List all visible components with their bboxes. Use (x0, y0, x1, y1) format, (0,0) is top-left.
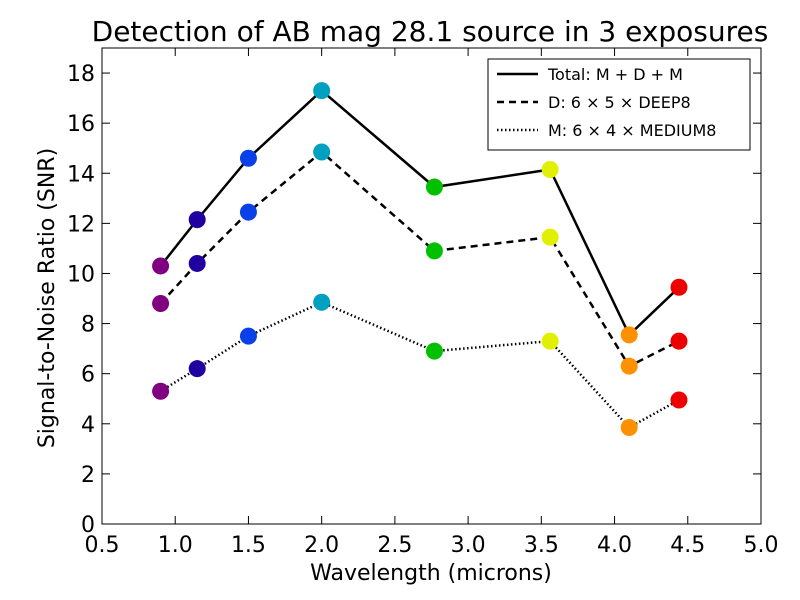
data-point-s1-p1 (152, 257, 170, 275)
x-tick-label: 4.5 (670, 533, 705, 558)
legend-label-3: M: 6 × 4 × MEDIUM8 (548, 121, 716, 140)
data-point-s2-p8 (670, 332, 688, 350)
data-point-s1-p6 (541, 161, 559, 179)
data-point-s2-p4 (313, 143, 331, 161)
y-tick-label: 4 (81, 413, 95, 438)
chart-title: Detection of AB mag 28.1 source in 3 exp… (92, 15, 769, 48)
x-axis-label: Wavelength (microns) (310, 561, 552, 586)
y-tick-label: 10 (67, 262, 95, 287)
x-tick-label: 5.0 (744, 533, 779, 558)
x-tick-label: 2.5 (377, 533, 412, 558)
data-point-s2-p3 (239, 203, 257, 221)
data-point-s3-p3 (239, 327, 257, 345)
data-point-s1-p4 (313, 82, 331, 100)
data-point-s1-p3 (239, 149, 257, 167)
x-tick-label: 3.5 (524, 533, 559, 558)
x-tick-label: 0.5 (85, 533, 120, 558)
x-tick-label: 1.0 (158, 533, 193, 558)
series-line-1 (159, 88, 680, 337)
data-point-s2-p1 (152, 295, 170, 313)
data-point-s2-p2 (188, 254, 206, 272)
data-point-s2-p6 (541, 228, 559, 246)
x-tick-label: 4.0 (597, 533, 632, 558)
data-point-s2-p7 (620, 357, 638, 375)
data-point-s3-p4 (313, 293, 331, 311)
data-point-s3-p5 (425, 342, 443, 360)
y-tick-label: 6 (81, 363, 95, 388)
y-tick-label: 18 (67, 62, 95, 87)
data-point-s3-p6 (541, 332, 559, 350)
series-line-2 (159, 150, 680, 368)
data-point-s1-p8 (670, 278, 688, 296)
x-tick-label: 3.0 (451, 533, 486, 558)
y-tick-label: 0 (81, 513, 95, 538)
data-point-s1-p7 (620, 326, 638, 344)
legend-label-2: D: 6 × 5 × DEEP8 (548, 93, 691, 112)
x-tick-label: 1.5 (231, 533, 266, 558)
series-line-3 (159, 300, 680, 430)
plot-frame (101, 47, 762, 525)
y-tick-label: 2 (81, 463, 95, 488)
data-point-s3-p2 (188, 360, 206, 378)
y-tick-label: 16 (67, 112, 95, 137)
data-point-s1-p5 (425, 178, 443, 196)
legend-label-1: Total: M + D + M (547, 65, 683, 84)
y-tick-label: 14 (67, 162, 95, 187)
data-point-s3-p1 (152, 382, 170, 400)
y-axis: 0 2 4 6 8 10 12 14 16 18 (67, 62, 761, 538)
data-point-s3-p7 (620, 419, 638, 437)
y-tick-label: 8 (81, 313, 95, 338)
data-point-s2-p5 (425, 242, 443, 260)
y-axis-label: Signal-to-Noise Ratio (SNR) (35, 148, 60, 448)
chart-marks (152, 82, 688, 437)
x-axis: 0.5 1.0 1.5 2.0 2.5 3.0 3.5 4.0 4.5 5.0 (85, 48, 779, 558)
y-tick-label: 12 (67, 212, 95, 237)
x-tick-label: 2.0 (304, 533, 339, 558)
data-point-s1-p2 (188, 211, 206, 229)
legend: Total: M + D + M D: 6 × 5 × DEEP8 M: 6 × 4… (487, 58, 751, 151)
data-point-s3-p8 (670, 391, 688, 409)
